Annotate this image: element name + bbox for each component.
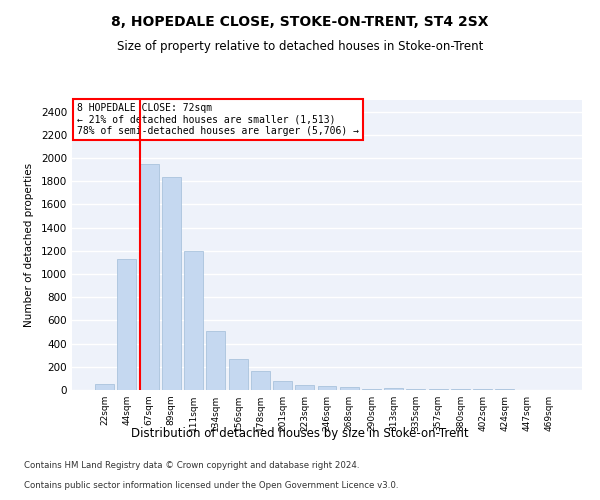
Text: Contains public sector information licensed under the Open Government Licence v3: Contains public sector information licen… xyxy=(24,481,398,490)
Text: Distribution of detached houses by size in Stoke-on-Trent: Distribution of detached houses by size … xyxy=(131,428,469,440)
Text: Size of property relative to detached houses in Stoke-on-Trent: Size of property relative to detached ho… xyxy=(117,40,483,53)
Bar xyxy=(317,386,337,390)
Bar xyxy=(340,387,359,390)
Bar xyxy=(273,382,292,390)
Bar xyxy=(184,251,203,390)
Bar xyxy=(229,360,248,390)
Bar xyxy=(295,386,314,390)
Bar xyxy=(206,331,225,390)
Bar xyxy=(162,176,181,390)
Bar xyxy=(118,259,136,390)
Bar xyxy=(451,388,470,390)
Bar xyxy=(473,389,492,390)
Bar xyxy=(140,164,158,390)
Bar xyxy=(406,389,425,390)
Bar xyxy=(362,388,381,390)
Bar xyxy=(251,372,270,390)
Text: Contains HM Land Registry data © Crown copyright and database right 2024.: Contains HM Land Registry data © Crown c… xyxy=(24,461,359,470)
Y-axis label: Number of detached properties: Number of detached properties xyxy=(24,163,34,327)
Bar xyxy=(384,388,403,390)
Bar xyxy=(95,384,114,390)
Text: 8, HOPEDALE CLOSE, STOKE-ON-TRENT, ST4 2SX: 8, HOPEDALE CLOSE, STOKE-ON-TRENT, ST4 2… xyxy=(111,15,489,29)
Text: 8 HOPEDALE CLOSE: 72sqm
← 21% of detached houses are smaller (1,513)
78% of semi: 8 HOPEDALE CLOSE: 72sqm ← 21% of detache… xyxy=(77,103,359,136)
